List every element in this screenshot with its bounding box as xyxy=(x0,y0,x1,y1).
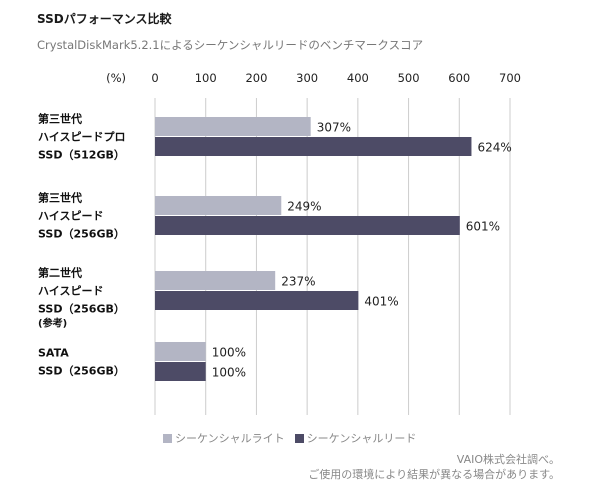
chart-title: SSDパフォーマンス比較 xyxy=(37,12,172,26)
legend-item-write: シーケンシャルライト xyxy=(163,430,285,446)
legend: シーケンシャルライト シーケンシャルリード xyxy=(163,430,426,446)
x-tick-label: 100 xyxy=(195,71,217,85)
bar-write xyxy=(155,342,206,361)
data-label: 307% xyxy=(317,121,351,135)
x-tick-label: 0 xyxy=(151,71,158,85)
data-label: 249% xyxy=(287,200,321,214)
data-label: 237% xyxy=(281,275,315,289)
legend-label-write: シーケンシャルライト xyxy=(175,432,285,445)
category-label: SATA xyxy=(38,347,69,360)
bar-read xyxy=(155,216,460,235)
category-label: SSD（256GB） xyxy=(38,303,125,316)
category-label: SSD（512GB） xyxy=(38,149,125,162)
x-tick-label: 400 xyxy=(347,71,369,85)
category-label: 第二世代 xyxy=(38,266,82,280)
footer-note: ご使用の環境により結果が異なる場合があります。 xyxy=(308,468,560,481)
legend-swatch-read xyxy=(294,433,304,443)
bar-read xyxy=(155,362,206,381)
category-label: SSD（256GB） xyxy=(38,228,125,241)
axis-unit-label: (%) xyxy=(106,71,126,85)
category-label: ハイスピードプロ xyxy=(38,130,125,144)
legend-item-read: シーケンシャルリード xyxy=(294,430,417,446)
x-tick-label: 600 xyxy=(448,71,470,85)
category-label: ハイスピード xyxy=(38,210,103,223)
category-note: (参考) xyxy=(38,317,67,330)
data-label: 401% xyxy=(364,295,398,309)
data-label: 100% xyxy=(212,346,246,360)
bar-write xyxy=(155,271,276,290)
category-label: 第三世代 xyxy=(38,112,82,126)
x-tick-label: 500 xyxy=(398,71,420,85)
chart-subtitle: CrystalDiskMark5.2.1によるシーケンシャルリードのベンチマーク… xyxy=(37,38,424,52)
category-label: ハイスピード xyxy=(38,285,103,298)
data-label: 601% xyxy=(466,220,500,234)
footer-source: VAIO株式会社調べ。 xyxy=(456,453,560,466)
x-tick-label: 700 xyxy=(499,71,521,85)
category-label: 第三世代 xyxy=(38,191,82,205)
x-tick-label: 200 xyxy=(245,71,267,85)
bar-chart: (%) 0 100 200 300 400 500 600 700307%624%第三世代ハイス… xyxy=(38,71,521,415)
bar-read xyxy=(155,291,359,310)
bar-write xyxy=(155,117,311,136)
legend-swatch-write xyxy=(163,433,172,443)
bar-read xyxy=(155,137,472,156)
category-label: SSD（256GB） xyxy=(38,365,125,378)
legend-label-read: シーケンシャルリード xyxy=(306,432,417,445)
data-label: 624% xyxy=(477,141,511,155)
bar-write xyxy=(155,196,282,215)
data-label: 100% xyxy=(212,366,246,380)
x-tick-label: 300 xyxy=(296,71,318,85)
